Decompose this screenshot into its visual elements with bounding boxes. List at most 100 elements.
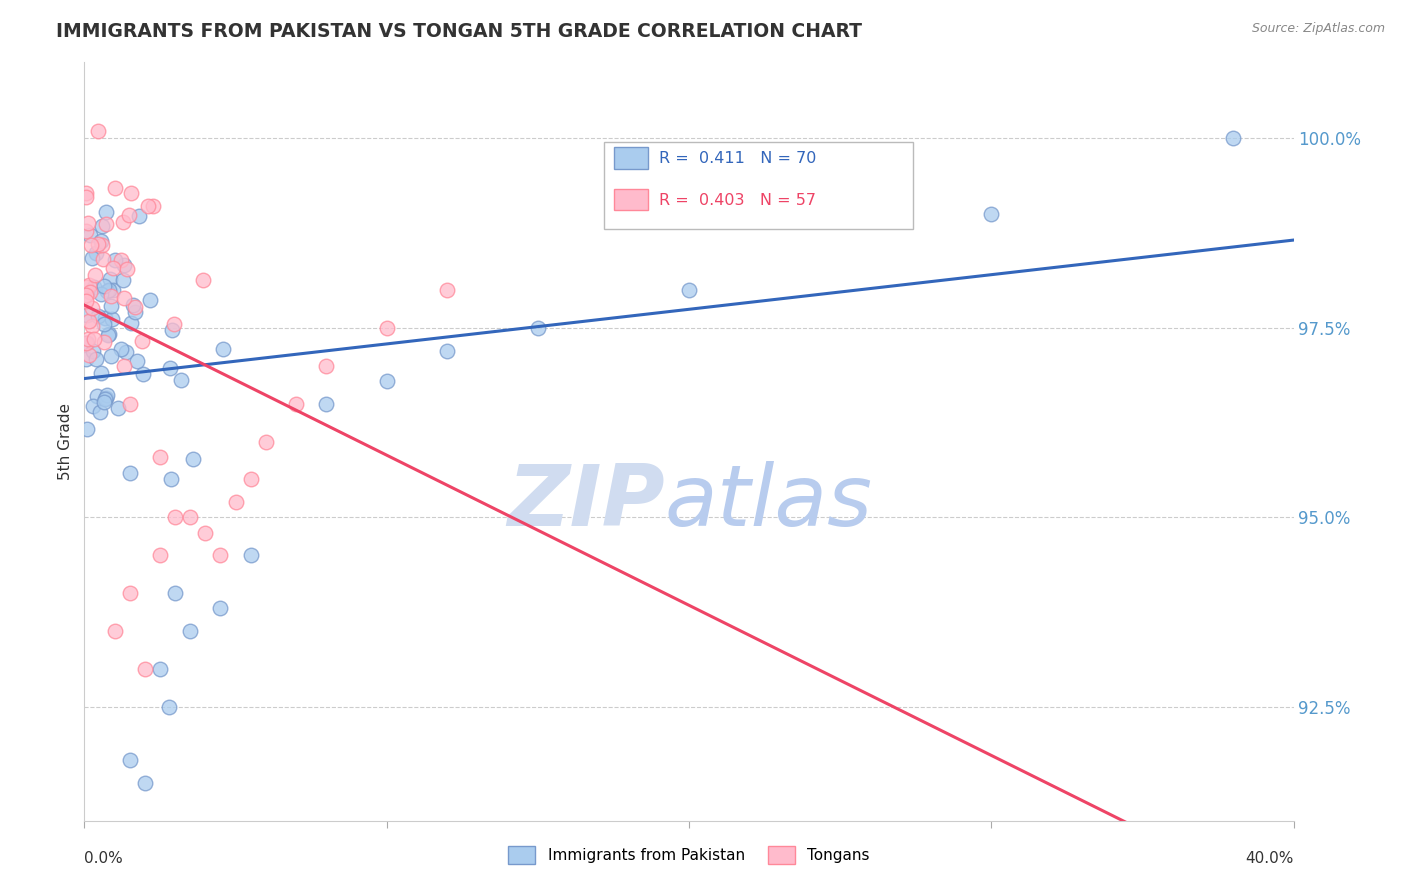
Point xyxy=(75,336,97,351)
Point xyxy=(76,422,98,436)
Point xyxy=(103,260,125,275)
Point xyxy=(134,662,156,676)
Point xyxy=(100,289,122,303)
Point xyxy=(122,298,145,312)
Point xyxy=(375,374,398,388)
Point xyxy=(132,367,155,381)
Point xyxy=(163,318,186,332)
Point xyxy=(75,351,97,366)
Point xyxy=(120,466,142,480)
Point xyxy=(239,472,262,486)
Point xyxy=(101,312,124,326)
Point xyxy=(128,209,150,223)
Point xyxy=(83,332,105,346)
Point xyxy=(98,326,121,341)
Point xyxy=(165,510,187,524)
Point xyxy=(110,253,132,268)
Point xyxy=(239,548,262,562)
Point xyxy=(191,272,214,286)
Point xyxy=(179,510,201,524)
Point xyxy=(96,388,118,402)
Point xyxy=(112,291,135,305)
Point xyxy=(86,389,108,403)
Point xyxy=(254,434,277,449)
Point xyxy=(84,246,107,260)
Point xyxy=(104,624,127,638)
Point xyxy=(124,300,146,314)
Point xyxy=(181,452,204,467)
Point xyxy=(211,342,233,356)
Point xyxy=(107,401,129,415)
Point xyxy=(76,336,98,351)
Point xyxy=(194,525,217,540)
Point xyxy=(100,349,122,363)
Point xyxy=(1222,131,1244,145)
Text: 0.0%: 0.0% xyxy=(84,851,124,866)
Point xyxy=(93,317,115,331)
Point xyxy=(100,299,122,313)
Point xyxy=(93,392,115,407)
Text: IMMIGRANTS FROM PAKISTAN VS TONGAN 5TH GRADE CORRELATION CHART: IMMIGRANTS FROM PAKISTAN VS TONGAN 5TH G… xyxy=(56,22,862,41)
Point xyxy=(79,227,101,242)
Point xyxy=(112,359,135,374)
Point xyxy=(134,775,156,789)
Point xyxy=(110,342,132,356)
Point xyxy=(104,253,127,268)
Point xyxy=(76,308,98,322)
Point xyxy=(375,320,398,334)
Point xyxy=(82,318,104,333)
Point xyxy=(75,186,97,200)
Point xyxy=(91,238,114,252)
Point xyxy=(82,301,104,316)
FancyBboxPatch shape xyxy=(605,142,912,229)
Point xyxy=(980,207,1002,221)
Point xyxy=(118,208,141,222)
Point xyxy=(90,234,112,248)
Point xyxy=(75,287,97,301)
FancyBboxPatch shape xyxy=(614,189,648,211)
Point xyxy=(93,334,115,349)
Point xyxy=(75,293,97,308)
Point xyxy=(84,268,107,282)
Point xyxy=(96,391,118,405)
Point xyxy=(127,354,149,368)
Point xyxy=(179,624,201,638)
Point xyxy=(87,124,110,138)
Point xyxy=(103,283,125,297)
Point xyxy=(80,238,103,252)
Point xyxy=(124,305,146,319)
Point xyxy=(117,262,139,277)
Point xyxy=(527,320,550,334)
Point xyxy=(315,396,337,410)
Text: Source: ZipAtlas.com: Source: ZipAtlas.com xyxy=(1251,22,1385,36)
Point xyxy=(79,285,101,299)
Point xyxy=(160,323,183,337)
Point xyxy=(120,186,142,201)
Point xyxy=(112,272,135,286)
Point xyxy=(97,327,120,342)
Point xyxy=(91,252,114,266)
Point xyxy=(149,662,172,676)
Point xyxy=(77,332,100,346)
Point xyxy=(285,396,308,410)
Point xyxy=(94,217,117,231)
Point xyxy=(136,199,159,213)
Point xyxy=(90,366,112,380)
Point xyxy=(120,317,142,331)
Point xyxy=(209,548,232,562)
Text: 40.0%: 40.0% xyxy=(1246,851,1294,866)
Point xyxy=(96,204,118,219)
Point xyxy=(170,373,193,387)
Point xyxy=(82,400,104,414)
Point xyxy=(678,283,700,297)
Text: ZIP: ZIP xyxy=(508,460,665,544)
Point xyxy=(76,216,98,230)
Point xyxy=(84,351,107,366)
Text: R =  0.411   N = 70: R = 0.411 N = 70 xyxy=(659,152,815,166)
Point xyxy=(149,450,172,464)
Point xyxy=(75,224,97,238)
Point xyxy=(93,394,115,409)
Point xyxy=(83,280,105,294)
Text: R =  0.403   N = 57: R = 0.403 N = 57 xyxy=(659,193,815,208)
Legend: Immigrants from Pakistan, Tongans: Immigrants from Pakistan, Tongans xyxy=(502,840,876,870)
